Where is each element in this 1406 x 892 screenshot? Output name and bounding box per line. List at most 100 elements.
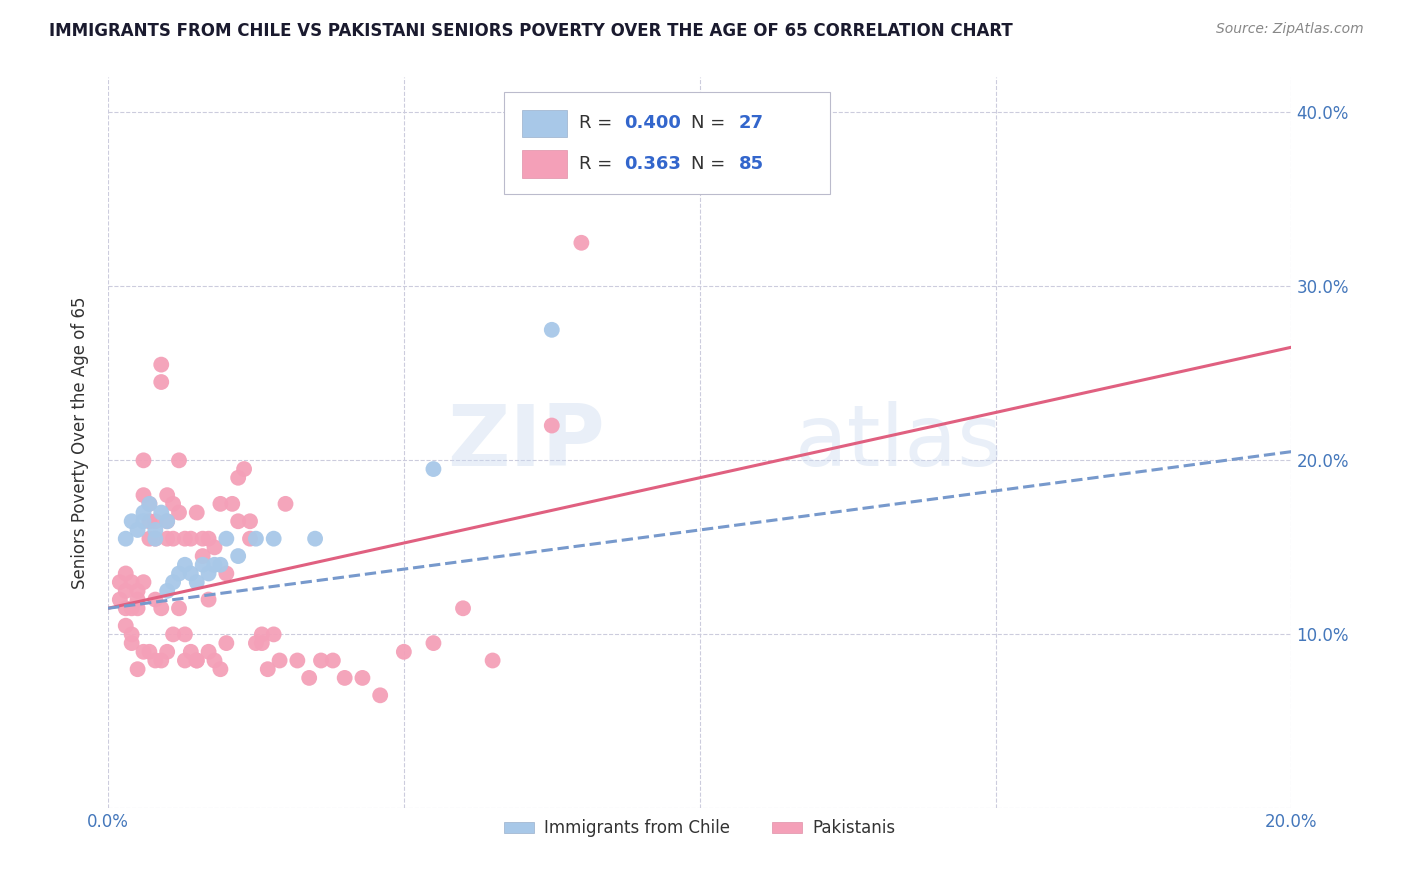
Point (127, 583, 149, 598)
Point (392, 645, 415, 659)
Point (108, 575, 131, 590)
Point (368, 688, 391, 702)
FancyBboxPatch shape (505, 92, 830, 194)
Point (422, 462, 444, 476)
Point (108, 592, 131, 607)
Point (256, 662, 278, 676)
Point (186, 653, 208, 667)
Point (204, 653, 226, 667)
Point (127, 523, 149, 537)
Point (174, 558, 197, 572)
Text: Source: ZipAtlas.com: Source: ZipAtlas.com (1216, 22, 1364, 37)
Point (309, 653, 332, 667)
Point (245, 636, 267, 650)
Point (245, 532, 267, 546)
Point (156, 488, 179, 502)
Point (274, 497, 297, 511)
Point (156, 532, 179, 546)
Text: 0.400: 0.400 (624, 114, 681, 133)
Point (304, 532, 326, 546)
Legend: Immigrants from Chile, Pakistanis: Immigrants from Chile, Pakistanis (498, 813, 901, 844)
Point (162, 575, 184, 590)
Point (197, 592, 219, 607)
Text: 0.363: 0.363 (624, 154, 681, 173)
Point (114, 618, 136, 632)
Point (186, 653, 208, 667)
Point (191, 532, 214, 546)
Point (138, 497, 160, 511)
Point (263, 627, 285, 641)
Point (167, 601, 190, 615)
Point (180, 566, 202, 581)
Point (186, 575, 208, 590)
Text: N =: N = (692, 154, 731, 173)
Point (132, 488, 155, 502)
Point (132, 575, 155, 590)
Point (481, 653, 503, 667)
Point (150, 358, 173, 372)
FancyBboxPatch shape (522, 110, 567, 137)
Point (156, 583, 179, 598)
Text: 27: 27 (738, 114, 763, 133)
Text: R =: R = (579, 154, 619, 173)
Point (197, 645, 219, 659)
Point (204, 541, 226, 555)
Point (298, 671, 321, 685)
Point (132, 506, 155, 520)
Point (209, 662, 232, 676)
Point (180, 532, 202, 546)
Text: 85: 85 (738, 154, 763, 173)
Point (269, 653, 291, 667)
Text: atlas: atlas (794, 401, 1002, 484)
Text: R =: R = (579, 114, 619, 133)
Point (150, 601, 173, 615)
Point (150, 375, 173, 389)
Point (150, 506, 173, 520)
Point (138, 645, 160, 659)
Point (197, 532, 219, 546)
Point (191, 549, 214, 563)
Point (132, 514, 155, 528)
Point (138, 497, 160, 511)
Point (156, 645, 179, 659)
Point (422, 636, 444, 650)
Point (540, 418, 562, 433)
Point (215, 636, 238, 650)
Point (143, 514, 166, 528)
Point (209, 558, 232, 572)
Point (121, 636, 143, 650)
Point (121, 627, 143, 641)
Point (138, 532, 160, 546)
Text: IMMIGRANTS FROM CHILE VS PAKISTANI SENIORS POVERTY OVER THE AGE OF 65 CORRELATIO: IMMIGRANTS FROM CHILE VS PAKISTANI SENIO… (49, 22, 1012, 40)
Point (322, 653, 344, 667)
Point (174, 627, 197, 641)
Point (167, 566, 190, 581)
Point (121, 514, 143, 528)
Point (333, 671, 356, 685)
Point (209, 497, 232, 511)
Point (114, 601, 136, 615)
Point (263, 532, 285, 546)
Point (127, 592, 149, 607)
Text: ZIP: ZIP (447, 401, 605, 484)
Point (114, 583, 136, 598)
Point (186, 506, 208, 520)
Point (143, 523, 166, 537)
Point (285, 653, 308, 667)
Point (226, 549, 249, 563)
Point (197, 566, 219, 581)
Point (162, 532, 184, 546)
Point (221, 497, 243, 511)
Point (239, 532, 262, 546)
Point (540, 323, 562, 337)
Point (150, 653, 173, 667)
Point (114, 532, 136, 546)
Point (138, 514, 160, 528)
Point (215, 566, 238, 581)
Point (162, 497, 184, 511)
Point (226, 471, 249, 485)
Point (132, 645, 155, 659)
FancyBboxPatch shape (522, 150, 567, 178)
Point (132, 453, 155, 467)
Point (174, 653, 197, 667)
